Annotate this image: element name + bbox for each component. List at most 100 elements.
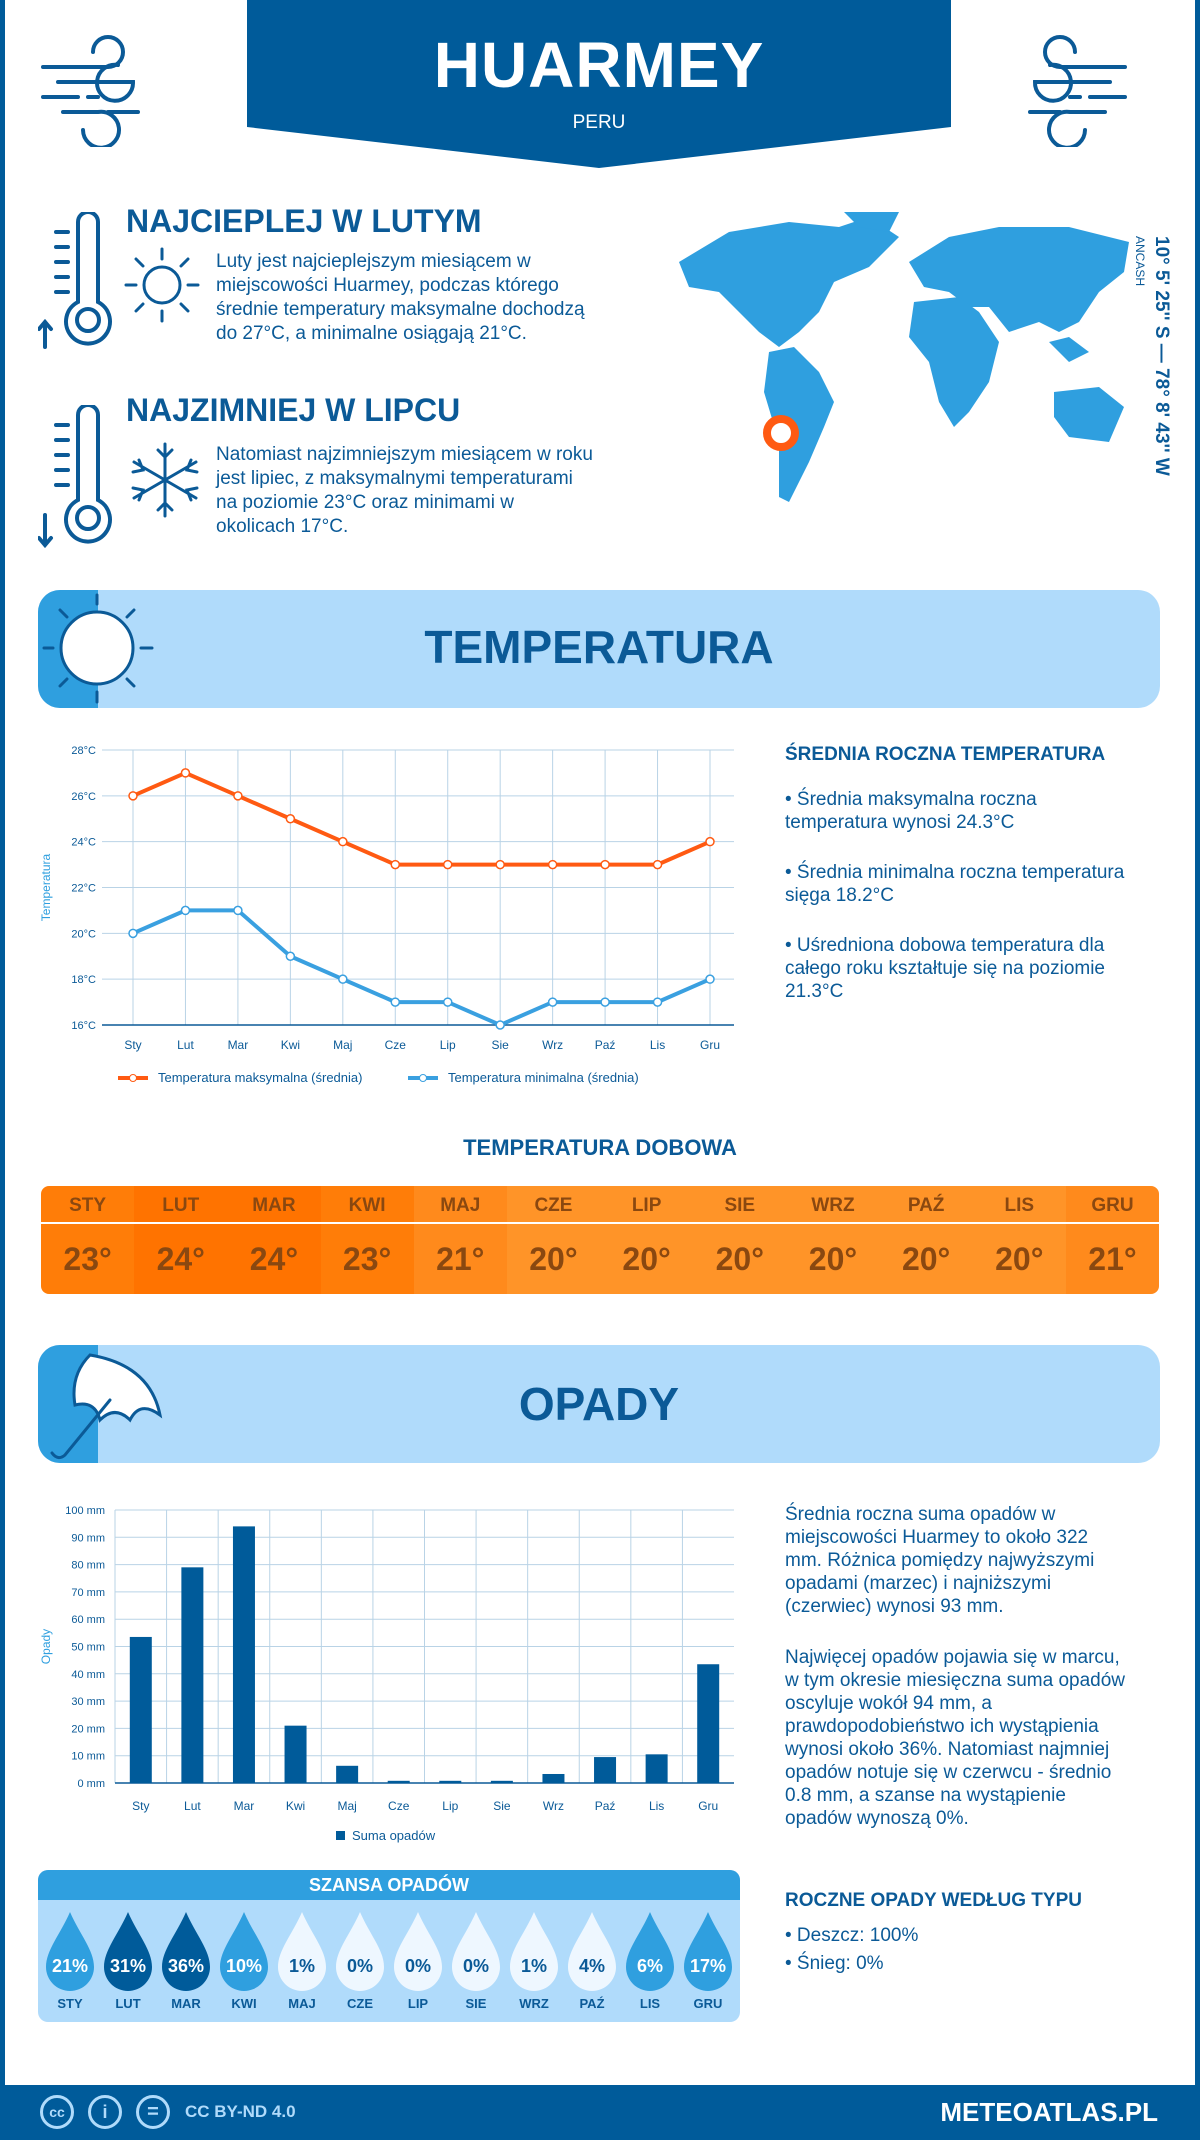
daily-value: 20° [995,1240,1044,1277]
data-point [652,859,663,870]
y-tick-label: 80 mm [71,1560,105,1572]
daily-month: LIS [972,1186,1066,1224]
daily-temp-cell: CZE 20° [506,1186,601,1294]
text-line: Natomiast najzimniejszym miesiącem w rok… [216,444,593,465]
precip-chance-item: 17% GRU [679,1900,737,2011]
annual-temp-title: ŚREDNIA ROCZNA TEMPERATURA [785,744,1106,765]
bar [490,1780,513,1783]
umbrella-rain-icon [50,1353,163,1460]
temperature-title: TEMPERATURA [424,621,774,673]
precip-chance-month: SIE [465,1996,487,2011]
daily-temp-cell: MAR 24° [227,1186,321,1294]
daily-temp-cell: PAŹ 20° [879,1186,973,1294]
x-tick-label: Mar [234,1799,255,1813]
daily-value: 20° [808,1240,858,1277]
x-tick-label: Paź [595,1038,616,1052]
precip-chance-month: MAR [171,1996,201,2011]
text-line: średnie temperatury maksymalne dochodzą [216,299,585,320]
text-line: opadami (marzec) i najniższymi [785,1573,1052,1594]
warmest-text: Luty jest najcieplejszym miesiącem w miej… [216,250,585,346]
text-line: miejscowości Huarmey to około 322 [785,1527,1089,1548]
annual-temp-bullet: • Średnia maksymalna roczna temperatura w… [785,788,1037,834]
precip-paragraph-2: Najwięcej opadów pojawia się w marcu, w t… [785,1646,1125,1830]
bar [232,1526,255,1783]
y-axis-label: Opady [39,1629,53,1664]
daily-temp-cell: STY 23° [41,1186,135,1294]
text-line: wynosi około 36%. Natomiast najmniej [785,1739,1110,1760]
y-tick-label: 40 mm [71,1669,105,1681]
footer: cc i = CC BY-ND 4.0 METEOATLAS.PL [0,2085,1200,2140]
daily-month: MAJ [413,1186,507,1224]
precip-type-rain: • Deszcz: 100% [785,1925,919,1946]
daily-value: 21° [436,1240,485,1277]
daily-temp-cell: GRU 21° [1065,1186,1159,1294]
precip-chance-month: LIP [407,1996,429,2011]
y-tick-label: 50 mm [71,1642,105,1654]
precip-chance-month: STY [57,1996,83,2011]
x-tick-label: Lis [649,1799,664,1813]
daily-value: 20° [715,1240,764,1277]
cc-icon: cc [40,2095,74,2129]
snowflake-icon [131,442,199,518]
frame-left [0,0,5,2140]
precip-chance-item: 0% SIE [447,1900,505,2011]
coldest-text: Natomiast najzimniejszym miesiącem w rok… [216,443,593,539]
precip-chance-month: PAŹ [579,1996,605,2011]
bar [439,1780,462,1783]
precip-chance-item: 36% MAR [157,1900,215,2011]
raindrop-icon: 10% [220,1912,268,1991]
data-point [547,859,558,870]
data-point [705,836,715,847]
x-tick-label: Lis [650,1038,665,1052]
precip-chance-value: 0% [405,1956,431,1976]
data-point [390,997,401,1007]
x-tick-label: Kwi [281,1038,300,1052]
precip-chance-panel: SZANSA OPADÓW 21% STY 31% LUT 36% MAR 10% KWI 1%… [38,1870,740,2022]
precip-chance-month: WRZ [519,1996,549,2011]
precip-chance-value: 17% [690,1956,726,1976]
sun-icon [42,593,154,704]
text-line: temperatura wynosi 24.3°C [785,812,1015,833]
data-point [600,859,610,870]
text-line: opadów wynoszą 0%. [785,1808,969,1829]
raindrop-icon: 17% [684,1912,732,1991]
y-tick-label: 0 mm [78,1778,106,1790]
x-tick-label: Cze [385,1038,407,1052]
world-map [679,212,1129,502]
y-tick-label: 30 mm [71,1696,105,1708]
x-tick-label: Sty [124,1038,141,1052]
region-label: ANCASH [1133,236,1147,287]
daily-month: MAR [227,1186,321,1224]
daily-value: 20° [622,1240,671,1277]
daily-temp-cell: KWI 23° [320,1186,414,1294]
precip-chance-month: LIS [639,1996,661,2011]
legend-swatch [336,1831,345,1840]
country-label: PERU [572,112,626,133]
site-link[interactable]: METEOATLAS.PL [940,2097,1158,2127]
daily-value: 20° [901,1240,951,1277]
daily-temp-cell: LUT 24° [134,1186,228,1294]
legend-label: Suma opadów [352,1828,436,1843]
thermometer-down-icon [38,405,112,549]
legend-marker [129,1074,137,1082]
annual-temp-bullet: • Uśredniona dobowa temperatura dla całeg… [785,934,1105,1003]
coldest-title: NAJZIMNIEJ W LIPCU [126,392,461,428]
daily-temp-cell: LIS 20° [972,1186,1066,1294]
precip-chance-value: 10% [226,1956,262,1976]
daily-month: CZE [506,1186,601,1224]
y-tick-label: 16°C [71,1020,96,1032]
precip-chance-month: CZE [347,1996,373,2011]
x-tick-label: Sie [492,1038,510,1052]
annual-temp-bullet: • Średnia minimalna roczna temperatura si… [785,861,1124,907]
daily-value: 23° [342,1240,392,1277]
wind-icon [41,35,140,147]
text-line: Luty jest najcieplejszym miesiącem w [216,251,531,272]
x-tick-label: Lip [442,1799,458,1813]
raindrop-icon: 36% [162,1912,210,1991]
license-link[interactable]: CC BY-ND 4.0 [185,2102,296,2121]
data-point [285,814,296,824]
bar [594,1757,617,1783]
warmest-title: NAJCIEPLEJ W LUTYM [126,203,482,239]
temperature-banner [38,590,1160,708]
data-point [233,791,243,801]
